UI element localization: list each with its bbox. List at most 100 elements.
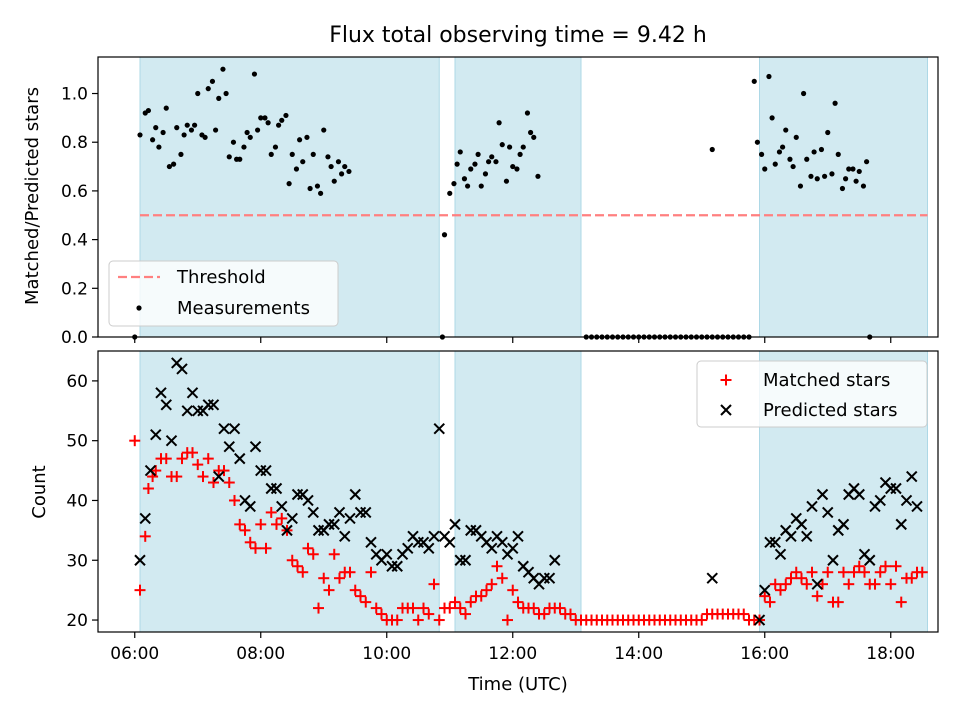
predicted-star-point: [827, 554, 839, 566]
y-tick-label: 0.2: [61, 279, 88, 299]
predicted-marker-b: [213, 470, 225, 483]
predicted-marker-b: [900, 494, 913, 507]
predicted-star-point: [764, 536, 776, 549]
predicted-star-point: [202, 399, 214, 411]
matched-star-point: [738, 608, 750, 620]
measurement-point: [188, 127, 195, 133]
legend-measurement-label: Measurements: [177, 298, 310, 319]
predicted-star-point: [885, 482, 897, 495]
measurement-point: [166, 163, 172, 170]
matched-star-point: [859, 566, 870, 578]
matched-star-point: [255, 518, 267, 530]
predicted-star-point: [276, 500, 288, 513]
measurement-point: [751, 78, 757, 84]
matched-star-point: [160, 453, 172, 465]
measurement-point: [762, 166, 768, 172]
predicted-marker-b: [276, 500, 288, 513]
predicted-marker-b: [906, 470, 918, 483]
matched-star-point: [418, 602, 429, 614]
predicted-star-point: [706, 572, 718, 584]
predicted-star-point: [150, 428, 162, 441]
matched-star-point: [286, 554, 298, 566]
matched-star-point: [790, 566, 802, 578]
legend-predicted-swatch-b: [720, 404, 732, 416]
predicted-star-point: [139, 512, 151, 525]
predicted-marker-b: [333, 506, 346, 519]
predicted-marker-b: [911, 500, 923, 513]
y-tick-label: 40: [66, 491, 88, 511]
measurement-point: [535, 173, 541, 179]
legend-box: [108, 260, 339, 327]
predicted-star-point: [769, 536, 781, 549]
matched-star-point: [528, 602, 540, 614]
matched-star-point: [848, 566, 860, 578]
measurement-point: [472, 161, 478, 167]
measurement-point: [286, 181, 292, 187]
predicted-marker-b: [706, 572, 718, 584]
matched-star-point: [365, 566, 377, 578]
measurement-point: [220, 66, 226, 72]
predicted-star-point: [423, 542, 435, 555]
matched-star-point: [475, 590, 487, 602]
predicted-marker-b: [759, 584, 771, 596]
predicted-star-point: [323, 518, 335, 531]
y-tick-label: 0.0: [61, 328, 88, 348]
measurement-point: [468, 166, 474, 172]
measurement-point: [293, 166, 300, 172]
measurement-point: [307, 185, 313, 192]
predicted-marker-b: [848, 482, 860, 495]
predicted-star-point: [270, 482, 283, 495]
matched-star-point: [843, 578, 855, 590]
predicted-marker-b: [475, 530, 487, 543]
predicted-marker-b: [160, 399, 172, 411]
predicted-star-point: [822, 506, 834, 519]
predicted-marker-b: [244, 500, 256, 513]
predicted-marker-b: [538, 572, 550, 584]
predicted-marker-b: [349, 488, 361, 501]
measurement-point: [503, 178, 510, 184]
bottom-xlabel: Time (UTC): [467, 674, 568, 695]
bottom-legend: Matched stars Predicted stars: [696, 360, 928, 428]
predicted-marker-b: [486, 542, 498, 555]
legend-predicted-label: Predicted stars: [763, 400, 897, 421]
predicted-marker-b: [412, 536, 424, 549]
predicted-marker-b: [837, 518, 850, 531]
measurement-point: [709, 146, 715, 153]
predicted-marker-b: [517, 560, 529, 572]
matched-star-point: [538, 608, 550, 620]
matched-star-point: [433, 614, 445, 626]
matched-star-point: [150, 465, 162, 477]
measurement-point: [507, 144, 513, 150]
matched-star-point: [874, 566, 886, 578]
predicted-star-point: [428, 530, 440, 543]
axes-frame: [97, 350, 939, 633]
measurement-point: [163, 105, 169, 111]
measurement-point: [241, 144, 247, 150]
predicted-marker-b: [496, 536, 508, 549]
predicted-star-point: [759, 584, 771, 596]
predicted-marker-b: [890, 482, 902, 495]
predicted-marker-b: [790, 512, 802, 525]
x-tick-label: 14:00: [614, 644, 663, 664]
matched-star-point: [318, 572, 330, 584]
predicted-star-point: [795, 518, 808, 531]
measurement-point: [184, 122, 190, 128]
matched-star-point: [449, 596, 461, 608]
measurement-point: [482, 171, 489, 177]
matched-star-point: [229, 494, 240, 506]
predicted-star-point: [486, 542, 498, 555]
matched-star-point: [244, 536, 256, 548]
predicted-marker-b: [323, 518, 335, 531]
predicted-star-point: [349, 488, 361, 501]
matched-star-point: [916, 566, 928, 578]
measurement-point: [160, 129, 166, 136]
predicted-star-point: [307, 506, 319, 519]
predicted-star-point: [344, 512, 356, 525]
measurement-point: [510, 163, 516, 170]
measurement-point: [310, 151, 316, 157]
predicted-star-point: [874, 494, 886, 507]
measurement-point: [314, 183, 321, 189]
predicted-marker-b: [181, 405, 193, 417]
measurement-point: [811, 149, 817, 155]
predicted-marker-b: [806, 500, 818, 513]
